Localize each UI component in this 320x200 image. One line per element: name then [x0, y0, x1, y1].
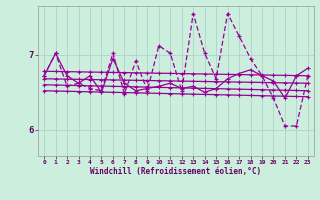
X-axis label: Windchill (Refroidissement éolien,°C): Windchill (Refroidissement éolien,°C) [91, 167, 261, 176]
